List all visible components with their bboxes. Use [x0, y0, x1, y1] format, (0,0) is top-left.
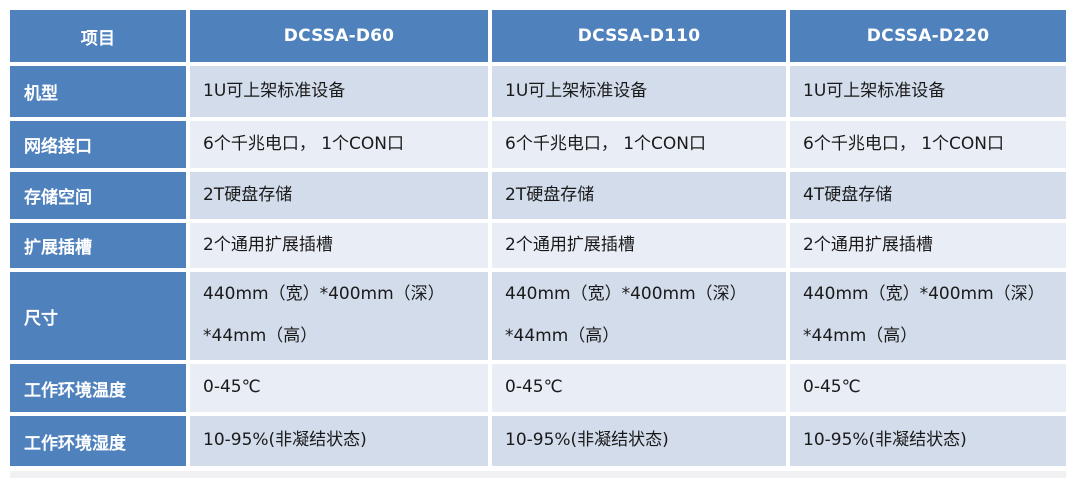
spec-cell-text: 440mm（宽）*400mm（深） *44mm（高） [803, 284, 1045, 346]
spec-cell-text: 440mm（宽）*400mm（深） *44mm（高） [505, 284, 747, 346]
spec-cell-text: 6个千兆电口， 1个CON口 [203, 133, 405, 154]
spec-cell: 1U可上架标准设备 [492, 66, 786, 117]
spec-table: 项目 DCSSA-D60 DCSSA-D110 DCSSA-D220 机型 1U… [10, 10, 1066, 466]
row-label-operating-temperature: 工作环境温度 [10, 364, 186, 412]
row-label-operating-humidity: 工作环境湿度 [10, 416, 186, 466]
spec-cell-text: 0-45℃ [803, 377, 861, 398]
spec-cell-text: 2T硬盘存储 [505, 184, 595, 205]
spec-cell-text: 1U可上架标准设备 [505, 80, 648, 101]
column-header-dcssa-d220: DCSSA-D220 [790, 10, 1066, 62]
spec-cell-text: 1U可上架标准设备 [803, 80, 946, 101]
spec-cell: 1U可上架标准设备 [190, 66, 488, 117]
spec-cell: 10-95%(非凝结状态) [492, 416, 786, 466]
spec-cell: 0-45℃ [492, 364, 786, 412]
spec-cell: 6个千兆电口， 1个CON口 [790, 121, 1066, 168]
spec-cell: 2T硬盘存储 [492, 172, 786, 219]
spec-cell-text: 1U可上架标准设备 [203, 80, 346, 101]
column-header-item: 项目 [10, 10, 186, 62]
spec-cell: 6个千兆电口， 1个CON口 [492, 121, 786, 168]
spec-cell-text: 6个千兆电口， 1个CON口 [505, 133, 707, 154]
spec-cell: 2T硬盘存储 [190, 172, 488, 219]
spec-cell-text: 10-95%(非凝结状态) [505, 430, 669, 451]
column-header-dcssa-d60: DCSSA-D60 [190, 10, 488, 62]
bottom-shadow [10, 471, 1066, 478]
column-header-dcssa-d110: DCSSA-D110 [492, 10, 786, 62]
spec-cell: 2个通用扩展插槽 [190, 223, 488, 268]
row-label-machine-type: 机型 [10, 66, 186, 117]
spec-cell: 10-95%(非凝结状态) [190, 416, 488, 466]
spec-cell: 10-95%(非凝结状态) [790, 416, 1066, 466]
spec-cell-text: 4T硬盘存储 [803, 184, 893, 205]
spec-cell: 440mm（宽）*400mm（深） *44mm（高） [492, 272, 786, 360]
spec-cell-text: 10-95%(非凝结状态) [803, 430, 967, 451]
spec-cell-text: 0-45℃ [505, 377, 563, 398]
spec-cell-text: 2T硬盘存储 [203, 184, 293, 205]
spec-cell: 440mm（宽）*400mm（深） *44mm（高） [790, 272, 1066, 360]
spec-cell: 0-45℃ [190, 364, 488, 412]
spec-cell: 2个通用扩展插槽 [492, 223, 786, 268]
spec-cell-text: 440mm（宽）*400mm（深） *44mm（高） [203, 284, 445, 346]
spec-cell: 0-45℃ [790, 364, 1066, 412]
row-label-storage-space: 存储空间 [10, 172, 186, 219]
spec-cell: 6个千兆电口， 1个CON口 [190, 121, 488, 168]
spec-cell-text: 6个千兆电口， 1个CON口 [803, 133, 1005, 154]
spec-cell: 1U可上架标准设备 [790, 66, 1066, 117]
spec-cell: 2个通用扩展插槽 [790, 223, 1066, 268]
spec-cell-text: 0-45℃ [203, 377, 261, 398]
spec-cell-text: 2个通用扩展插槽 [803, 234, 933, 255]
row-label-expansion-slots: 扩展插槽 [10, 223, 186, 268]
spec-cell-text: 2个通用扩展插槽 [203, 234, 333, 255]
row-label-dimensions: 尺寸 [10, 272, 186, 360]
row-label-network-interface: 网络接口 [10, 121, 186, 168]
spec-cell: 440mm（宽）*400mm（深） *44mm（高） [190, 272, 488, 360]
spec-cell-text: 10-95%(非凝结状态) [203, 430, 367, 451]
spec-cell: 4T硬盘存储 [790, 172, 1066, 219]
spec-cell-text: 2个通用扩展插槽 [505, 234, 635, 255]
